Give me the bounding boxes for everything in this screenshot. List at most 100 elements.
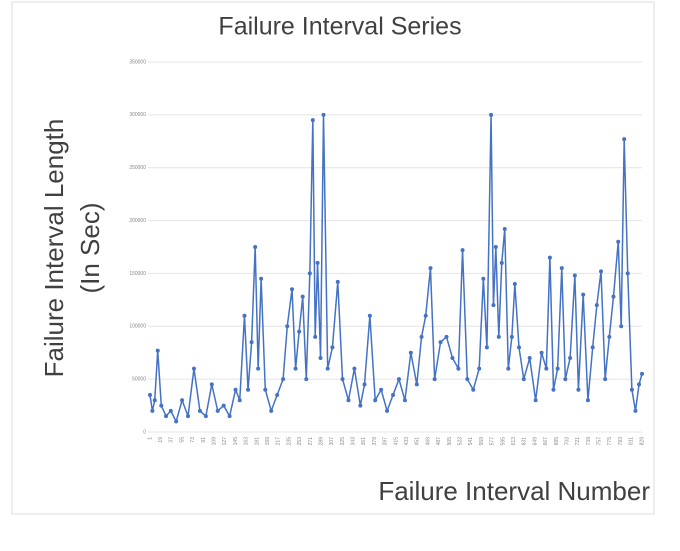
x-tick-label: 1 xyxy=(147,437,153,440)
point xyxy=(174,419,179,424)
point xyxy=(517,345,521,350)
point xyxy=(465,377,470,382)
point xyxy=(180,398,185,403)
point xyxy=(300,294,305,299)
point xyxy=(330,345,335,350)
x-tick-label: 559 xyxy=(479,437,485,446)
point xyxy=(321,112,326,117)
point xyxy=(622,137,627,142)
point xyxy=(256,366,261,371)
x-tick-label: 55 xyxy=(179,437,185,443)
point xyxy=(444,334,449,339)
x-tick-label: 271 xyxy=(308,437,314,446)
point xyxy=(432,377,437,382)
point xyxy=(527,356,532,360)
y-tick-label: 350000 xyxy=(129,59,146,65)
x-tick-label: 505 xyxy=(447,437,453,446)
x-axis-title: Failure Interval Number xyxy=(378,476,650,506)
y-tick-label: 200000 xyxy=(129,218,146,224)
y-tick-label: 300000 xyxy=(129,112,146,118)
point xyxy=(221,403,226,408)
point xyxy=(555,366,560,371)
point xyxy=(625,271,630,276)
point xyxy=(633,408,638,413)
x-tick-label: 361 xyxy=(361,437,367,446)
point xyxy=(551,387,556,392)
point xyxy=(263,387,268,392)
point xyxy=(346,398,351,403)
x-tick-label: 289 xyxy=(318,437,324,446)
x-tick-label: 73 xyxy=(190,437,196,443)
point xyxy=(340,377,345,382)
point xyxy=(603,377,608,382)
y-axis-title: Failure Interval Length xyxy=(39,119,69,378)
x-tick-label: 703 xyxy=(564,437,570,446)
x-tick-label: 181 xyxy=(254,437,260,446)
point xyxy=(367,313,372,318)
x-tick-label: 235 xyxy=(286,437,292,446)
x-tick-label: 253 xyxy=(297,437,303,446)
point xyxy=(148,393,152,397)
x-tick-label: 631 xyxy=(522,437,528,446)
y-tick-label: 100000 xyxy=(129,324,146,330)
x-tick-label: 775 xyxy=(607,437,613,446)
point xyxy=(502,227,507,232)
point xyxy=(155,348,160,353)
x-tick-label: 469 xyxy=(425,437,431,446)
point xyxy=(619,324,624,329)
x-tick-label: 649 xyxy=(532,437,538,446)
point xyxy=(484,345,489,350)
y-tick-label: 150000 xyxy=(129,271,146,277)
x-tick-label: 793 xyxy=(618,437,624,446)
x-tick-label: 811 xyxy=(629,437,635,445)
point xyxy=(227,414,232,419)
x-tick-label: 415 xyxy=(393,437,399,446)
point xyxy=(572,273,577,278)
point xyxy=(237,398,242,403)
point xyxy=(215,408,220,413)
x-tick-label: 343 xyxy=(351,437,357,446)
point xyxy=(408,350,413,355)
point xyxy=(471,387,476,392)
point xyxy=(607,334,612,339)
point xyxy=(259,276,264,281)
point xyxy=(310,118,315,123)
x-tick-label: 451 xyxy=(415,437,421,446)
point xyxy=(352,366,357,371)
x-tick-label: 217 xyxy=(276,437,282,446)
point xyxy=(438,340,443,345)
chart-border xyxy=(11,1,655,515)
x-tick-label: 199 xyxy=(265,437,271,446)
point xyxy=(281,377,286,382)
point xyxy=(576,387,581,392)
x-tick-label: 667 xyxy=(543,437,549,446)
x-tick-label: 19 xyxy=(158,437,164,443)
x-tick-label: 613 xyxy=(511,437,517,446)
point xyxy=(493,245,498,249)
point xyxy=(269,408,274,413)
point xyxy=(559,266,564,271)
point xyxy=(203,414,208,419)
point xyxy=(293,366,298,371)
point xyxy=(477,366,482,371)
x-tick-label: 487 xyxy=(436,437,442,446)
point xyxy=(307,271,312,276)
point xyxy=(568,356,573,360)
point xyxy=(521,377,526,382)
point xyxy=(290,287,295,292)
y-axis-title: (In Sec) xyxy=(75,202,105,293)
point xyxy=(481,276,486,281)
x-tick-label: 829 xyxy=(639,437,645,446)
y-tick-label: 50000 xyxy=(132,376,146,382)
point xyxy=(629,387,634,392)
point xyxy=(152,398,157,403)
point xyxy=(242,313,247,318)
point xyxy=(419,334,424,339)
point xyxy=(640,371,644,376)
point xyxy=(150,408,155,413)
point xyxy=(168,408,173,413)
x-tick-label: 541 xyxy=(468,437,474,446)
point xyxy=(209,382,214,387)
x-tick-label: 757 xyxy=(597,437,603,446)
